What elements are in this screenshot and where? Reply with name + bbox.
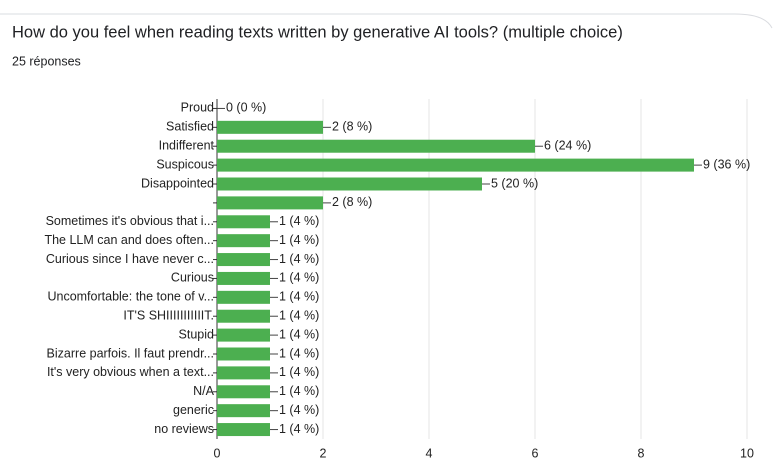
bar [217, 158, 694, 172]
x-tick-label: 2 [320, 446, 327, 460]
value-label: 1 (4 %) [279, 309, 319, 323]
y-tick-label: Curious since I have never c... [46, 252, 214, 266]
x-tick-label: 6 [532, 446, 539, 460]
y-tick-label: Disappointed [141, 176, 214, 190]
value-label: 1 (4 %) [279, 327, 319, 341]
x-tick-label: 10 [740, 446, 754, 460]
value-label: 1 (4 %) [279, 422, 319, 436]
y-tick-label: IT'S SHIIIIIIIIIIIT. [123, 309, 214, 323]
bar [217, 253, 270, 267]
card-border [0, 13, 773, 29]
y-tick-label: no reviews [154, 422, 214, 436]
y-tick-label: Uncomfortable: the tone of v... [47, 290, 214, 304]
bar [217, 385, 270, 399]
value-label: 2 (8 %) [332, 195, 372, 209]
y-tick-label: Curious [171, 271, 214, 285]
bar [217, 404, 270, 418]
x-tick-label: 8 [638, 446, 645, 460]
value-label: 1 (4 %) [279, 271, 319, 285]
value-label: 6 (24 %) [544, 139, 591, 153]
bar [217, 234, 270, 248]
y-tick-label: Indifferent [159, 139, 215, 153]
bar [217, 120, 323, 134]
bar [217, 290, 270, 304]
value-label: 1 (4 %) [279, 252, 319, 266]
y-tick-label: The LLM can and does often... [44, 233, 214, 247]
value-label: 1 (4 %) [279, 346, 319, 360]
bar [217, 271, 270, 285]
y-tick-label: Suspicous [156, 157, 214, 171]
value-label: 5 (20 %) [491, 176, 538, 190]
y-tick-label: It's very obvious when a text... [47, 365, 214, 379]
value-label: 1 (4 %) [279, 384, 319, 398]
bar [217, 423, 270, 437]
y-tick-label: generic [173, 403, 214, 417]
value-label: 1 (4 %) [279, 214, 319, 228]
chart-subtitle: 25 réponses [12, 54, 81, 68]
bar [217, 177, 482, 191]
y-tick-label: Proud [181, 101, 214, 115]
value-label: 1 (4 %) [279, 365, 319, 379]
bar [217, 139, 535, 153]
y-tick-label: Satisfied [166, 120, 214, 134]
y-tick-label: Bizarre parfois. Il faut prendr... [47, 346, 214, 360]
value-label: 1 (4 %) [279, 290, 319, 304]
x-tick-label: 4 [426, 446, 433, 460]
value-label: 0 (0 %) [226, 101, 266, 115]
value-label: 9 (36 %) [703, 157, 750, 171]
value-label: 1 (4 %) [279, 233, 319, 247]
chart-title: How do you feel when reading texts writt… [12, 23, 623, 41]
value-label: 1 (4 %) [279, 403, 319, 417]
value-label: 2 (8 %) [332, 120, 372, 134]
bar [217, 309, 270, 323]
bar [217, 328, 270, 342]
bar [217, 196, 323, 210]
y-tick-label: N/A [193, 384, 215, 398]
bar [217, 366, 270, 380]
y-tick-label: Stupid [179, 327, 214, 341]
bar [217, 347, 270, 361]
x-tick-label: 0 [214, 446, 221, 460]
y-tick-label: Sometimes it's obvious that i... [46, 214, 214, 228]
bar [217, 215, 270, 229]
